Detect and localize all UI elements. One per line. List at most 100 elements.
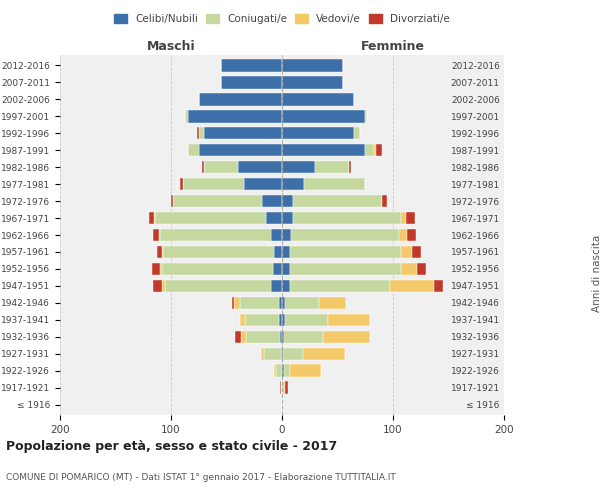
Bar — [280, 330, 282, 344]
Bar — [282, 160, 316, 173]
Bar — [232, 296, 234, 310]
Bar — [283, 348, 303, 360]
Bar — [281, 348, 282, 360]
Bar — [280, 382, 281, 394]
Bar — [434, 280, 443, 292]
Bar — [271, 280, 282, 292]
Bar — [290, 246, 401, 258]
Bar — [365, 144, 374, 156]
Bar — [293, 194, 382, 207]
Bar — [282, 314, 286, 326]
Bar — [185, 110, 188, 122]
Bar — [349, 160, 351, 173]
Bar — [278, 296, 282, 310]
Bar — [418, 262, 426, 276]
Bar — [155, 212, 266, 224]
Bar — [412, 246, 421, 258]
Bar — [277, 364, 282, 377]
Bar — [154, 212, 155, 224]
Text: Popolazione per età, sesso e stato civile - 2017: Popolazione per età, sesso e stato civil… — [6, 440, 337, 453]
Bar — [290, 262, 401, 276]
Bar — [374, 144, 376, 156]
Bar — [282, 262, 290, 276]
Bar — [221, 59, 282, 72]
Bar — [153, 228, 159, 241]
Bar — [282, 228, 291, 241]
Bar — [282, 364, 284, 377]
Legend: Celibi/Nubili, Coniugati/e, Vedovi/e, Divorziati/e: Celibi/Nubili, Coniugati/e, Vedovi/e, Di… — [110, 10, 454, 29]
Bar — [173, 194, 262, 207]
Bar — [282, 330, 284, 344]
Bar — [382, 194, 388, 207]
Bar — [398, 228, 407, 241]
Bar — [157, 246, 162, 258]
Bar — [282, 110, 365, 122]
Bar — [160, 262, 162, 276]
Bar — [284, 330, 323, 344]
Bar — [240, 314, 245, 326]
Bar — [401, 246, 412, 258]
Bar — [221, 76, 282, 88]
Bar — [245, 314, 278, 326]
Bar — [240, 296, 278, 310]
Text: Maschi: Maschi — [146, 40, 196, 54]
Bar — [274, 364, 277, 377]
Bar — [188, 144, 199, 156]
Bar — [286, 314, 328, 326]
Bar — [244, 178, 282, 190]
Bar — [171, 194, 173, 207]
Bar — [354, 126, 360, 140]
Bar — [204, 126, 282, 140]
Bar — [271, 228, 282, 241]
Bar — [323, 330, 370, 344]
Bar — [262, 194, 282, 207]
Bar — [273, 262, 282, 276]
Bar — [199, 93, 282, 106]
Bar — [282, 76, 343, 88]
Bar — [166, 280, 271, 292]
Bar — [278, 314, 282, 326]
Bar — [235, 330, 241, 344]
Bar — [199, 126, 204, 140]
Text: Anni di nascita: Anni di nascita — [592, 235, 600, 312]
Bar — [282, 212, 293, 224]
Bar — [401, 262, 418, 276]
Bar — [163, 246, 274, 258]
Bar — [365, 110, 367, 122]
Bar — [282, 348, 283, 360]
Bar — [162, 280, 166, 292]
Bar — [282, 382, 283, 394]
Bar — [153, 280, 162, 292]
Bar — [266, 212, 282, 224]
Bar — [199, 144, 282, 156]
Bar — [290, 280, 389, 292]
Text: Femmine: Femmine — [361, 40, 425, 54]
Bar — [291, 228, 398, 241]
Bar — [202, 160, 204, 173]
Bar — [304, 178, 365, 190]
Bar — [290, 364, 321, 377]
Bar — [264, 348, 281, 360]
Bar — [188, 110, 282, 122]
Bar — [261, 348, 264, 360]
Bar — [376, 144, 382, 156]
Bar — [303, 348, 345, 360]
Bar — [282, 178, 304, 190]
Bar — [282, 144, 365, 156]
Bar — [180, 178, 183, 190]
Bar — [286, 382, 287, 394]
Bar — [282, 246, 290, 258]
Bar — [389, 280, 434, 292]
Bar — [204, 160, 238, 173]
Bar — [162, 246, 163, 258]
Bar — [152, 262, 160, 276]
Bar — [247, 330, 280, 344]
Bar — [241, 330, 247, 344]
Bar — [282, 126, 354, 140]
Bar — [328, 314, 370, 326]
Text: COMUNE DI POMARICO (MT) - Dati ISTAT 1° gennaio 2017 - Elaborazione TUTTITALIA.I: COMUNE DI POMARICO (MT) - Dati ISTAT 1° … — [6, 473, 396, 482]
Bar — [183, 178, 244, 190]
Bar — [407, 228, 416, 241]
Bar — [234, 296, 240, 310]
Bar — [282, 280, 290, 292]
